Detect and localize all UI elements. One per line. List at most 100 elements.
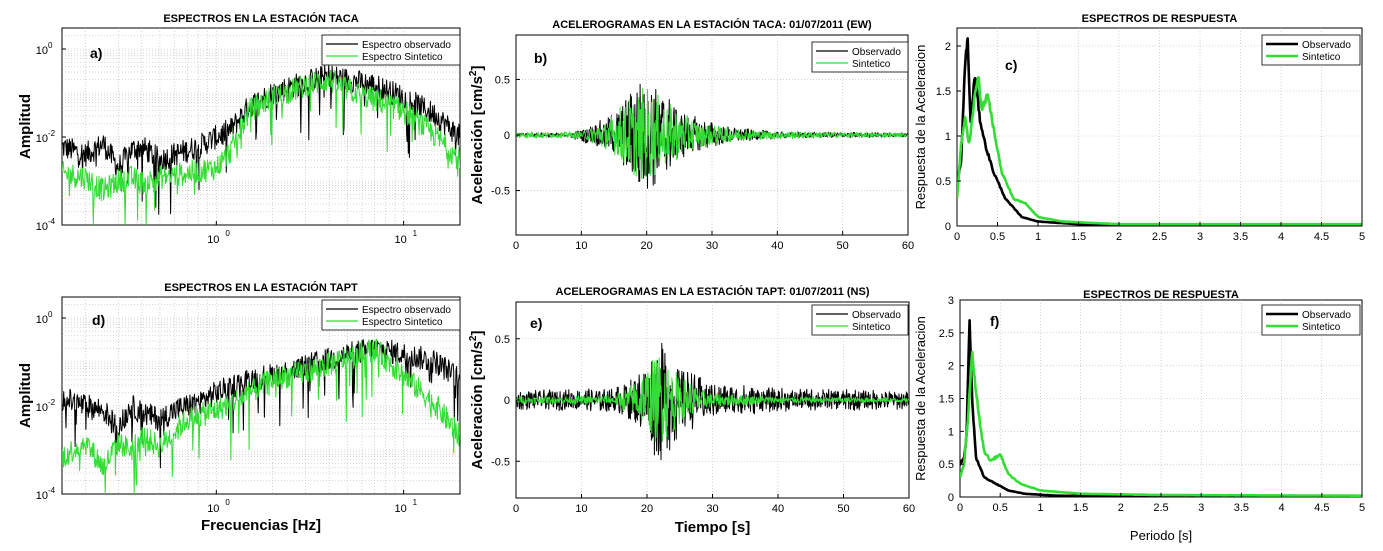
x-tick-label: 3.5: [1233, 231, 1248, 243]
legend-box: [811, 41, 909, 73]
series-line-sintetico: [62, 69, 460, 225]
y-tick-label: 3: [948, 295, 954, 307]
x-tick-label: 30: [706, 503, 718, 515]
chart-title: ESPECTROS EN LA ESTACIÓN TACA: [163, 12, 358, 25]
y-tick-exponent: -2: [48, 398, 56, 407]
ticks: 0 10 20 30 40 50 60 -0.5 0 0.5: [491, 74, 914, 252]
y-tick-label: 0: [504, 130, 510, 142]
chart-title: ESPECTROS EN LA ESTACIÓN TAPT: [164, 281, 358, 294]
y-tick-label: 10: [36, 314, 48, 326]
series-line-observado: [62, 339, 460, 469]
chart-title: ACELEROGRAMAS EN LA ESTACIÓN TACA: 01/07…: [552, 18, 872, 31]
y-tick-label: 10: [36, 402, 48, 414]
y-axis-label: Respuesta de la Aceleracion: [913, 316, 928, 481]
y-tick-label: 10: [36, 133, 48, 145]
series-line-sintetico: [62, 338, 460, 494]
y-tick-label: 0.5: [495, 74, 510, 86]
chart-panel-f: 0 0.5 1 1.5 2 2.5 3 3.5 4 4.5 5 0 0.5 1 1.5 2 2.5 3 ESPECT…: [913, 289, 1365, 543]
x-tick-label: 0.5: [990, 231, 1005, 243]
y-tick-exponent: -2: [48, 129, 56, 138]
x-tick-label: 3: [1197, 231, 1203, 243]
x-tick-label: 10: [207, 503, 219, 515]
y-axis-label: Aceleración [cm/s2]: [468, 331, 486, 470]
x-tick-label: 10: [394, 503, 406, 515]
y-axis-label-end: ]: [469, 66, 486, 71]
series-line-sintetico: [960, 350, 1362, 497]
y-axis-label: Aceleración [cm/s2]: [468, 66, 486, 205]
legend-label: Observado: [1302, 310, 1351, 321]
y-axis-label-sup: 2: [468, 335, 479, 341]
x-tick-label: 3: [1198, 502, 1204, 514]
ticks: 0 0.5 1 1.5 2 2.5 3 3.5 4 4.5 5 0 0.5 1 1.5 2: [936, 41, 1365, 243]
y-tick-exponent: -4: [48, 217, 56, 226]
y-tick-label: 1.5: [936, 86, 951, 98]
y-tick-label: 2.5: [939, 328, 954, 340]
series-line-observado: [516, 83, 908, 189]
x-tick-label: 2.5: [1152, 231, 1167, 243]
x-tick-label: 60: [903, 503, 915, 515]
chart-title: ESPECTROS DE RESPUESTA: [1082, 13, 1238, 25]
y-tick-label: 0.5: [495, 334, 510, 346]
x-tick-label: 2: [1118, 502, 1124, 514]
series-group: [516, 342, 909, 461]
series-line-sintetico: [957, 76, 1362, 226]
x-tick-label: 20: [641, 240, 653, 252]
panel-label: d): [92, 312, 105, 328]
x-tick-label: 1.5: [1073, 502, 1088, 514]
y-axis-label: Amplitud: [17, 94, 34, 159]
x-tick-label: 10: [207, 234, 219, 246]
chart-title: ESPECTROS DE RESPUESTA: [1083, 289, 1239, 301]
x-tick-exponent: 1: [413, 498, 418, 507]
y-tick-label: 2: [948, 361, 954, 373]
x-tick-label: 50: [837, 503, 849, 515]
series-group: [62, 64, 460, 225]
x-tick-label: 4.5: [1314, 502, 1329, 514]
x-tick-label: 0.5: [993, 502, 1008, 514]
legend-box: [321, 299, 461, 331]
y-tick-label: -0.5: [491, 186, 510, 198]
legend-label: Espectro Sintetico: [362, 317, 443, 328]
legend-label: Sintetico: [852, 59, 891, 70]
series-line-sintetico: [516, 87, 908, 180]
x-tick-label: 20: [641, 503, 653, 515]
x-tick-label: 10: [394, 234, 406, 246]
legend-label: Sintetico: [852, 322, 891, 333]
x-tick-label: 40: [772, 503, 784, 515]
y-tick-exponent: -4: [48, 486, 56, 495]
y-tick-label: 0.5: [939, 459, 954, 471]
y-axis-label-text: Amplitud: [17, 363, 34, 428]
y-axis-label: Amplitud: [17, 363, 34, 428]
x-tick-label: 0: [513, 503, 519, 515]
x-tick-label: 4.5: [1314, 231, 1329, 243]
x-tick-label: 0: [513, 240, 519, 252]
panel-label: c): [1005, 57, 1017, 73]
x-tick-exponent: 1: [413, 229, 418, 238]
x-tick-label: 4: [1279, 502, 1285, 514]
series-line-sintetico: [516, 357, 909, 442]
ticks: 0 10 20 30 40 50 60 -0.5 0 0.5: [491, 334, 915, 515]
y-tick-exponent: 0: [48, 310, 53, 319]
x-tick-exponent: 0: [225, 229, 230, 238]
y-tick-label: 0: [948, 492, 954, 504]
legend-label: Espectro observado: [362, 305, 451, 316]
x-tick-label: 1: [1035, 231, 1041, 243]
x-tick-label: 0: [957, 502, 963, 514]
x-tick-label: 60: [902, 240, 914, 252]
legend-box: [811, 304, 909, 336]
x-tick-label: 5: [1359, 502, 1365, 514]
series-group: [62, 338, 460, 494]
x-tick-label: 50: [837, 240, 849, 252]
legend-label: Observado: [852, 310, 901, 321]
x-tick-label: 2.5: [1153, 502, 1168, 514]
legend-box: [321, 34, 461, 66]
ticks: 0 0.5 1 1.5 2 2.5 3 3.5 4 4.5 5 0 0.5 1 1.5 2 2.5 3: [939, 295, 1365, 514]
